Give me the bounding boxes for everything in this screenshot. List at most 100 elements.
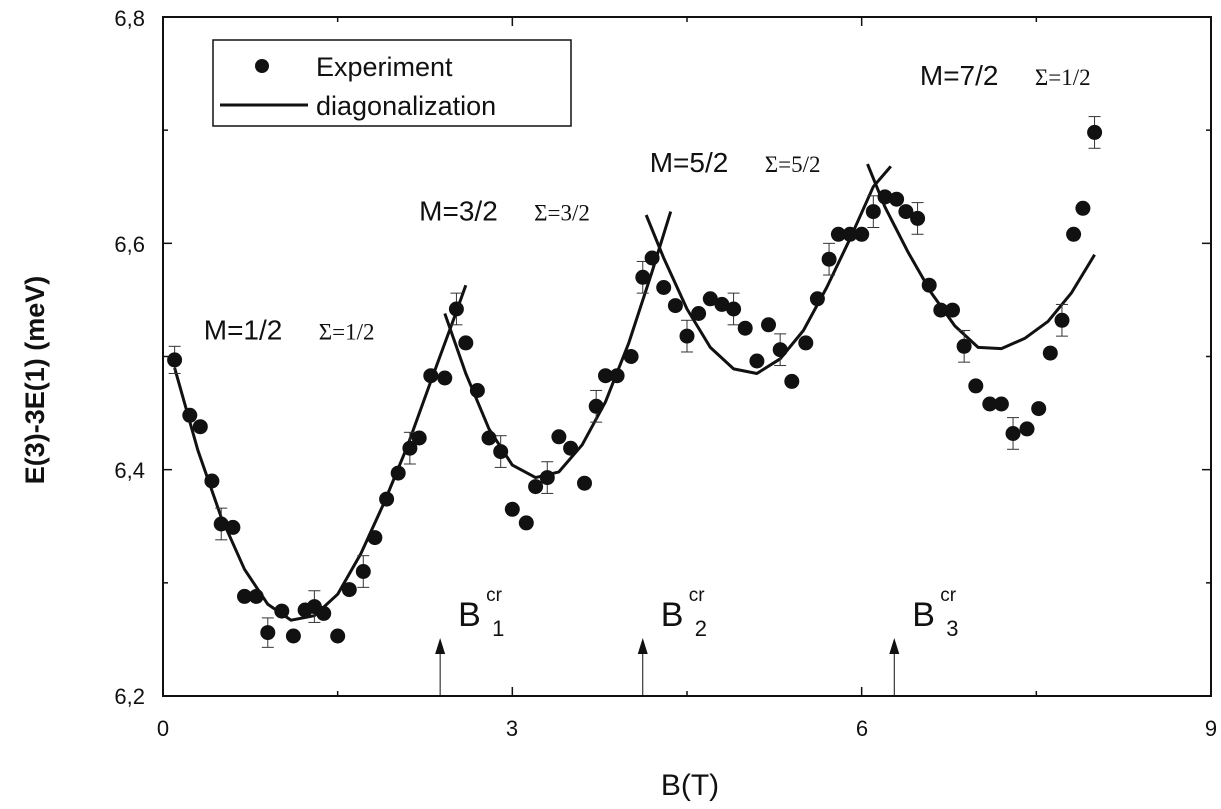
annotation-sigma-label: Σ=3/2 bbox=[534, 201, 590, 226]
axis-ticks bbox=[162, 16, 1212, 697]
data-point bbox=[1031, 401, 1047, 417]
legend: Experiment diagonalization bbox=[212, 39, 572, 127]
data-point bbox=[809, 291, 825, 307]
y-tick-label: 6,8 bbox=[114, 6, 145, 31]
region-annotations: M=1/2 Σ=1/2 M=3/2 Σ=3/2 M=5/2 Σ=5/2 M=7/… bbox=[204, 60, 1091, 346]
data-point bbox=[504, 501, 520, 517]
data-point bbox=[737, 320, 753, 336]
critical-field-superscript: cr bbox=[940, 585, 957, 606]
data-point bbox=[877, 189, 893, 205]
data-point bbox=[192, 419, 208, 435]
data-point bbox=[1042, 345, 1058, 361]
data-point bbox=[679, 328, 695, 344]
data-point bbox=[458, 335, 474, 351]
data-point bbox=[402, 440, 418, 456]
data-point bbox=[993, 396, 1009, 412]
data-point bbox=[968, 378, 984, 394]
data-point bbox=[167, 352, 183, 368]
data-point bbox=[411, 430, 427, 446]
data-point bbox=[726, 301, 742, 317]
data-point bbox=[933, 302, 949, 318]
y-tick-labels: 6,2 6,4 6,6 6,8 bbox=[114, 6, 145, 709]
annotation-m-label: M=5/2 bbox=[650, 147, 729, 178]
data-point bbox=[213, 516, 229, 532]
fit-line-segment bbox=[644, 165, 892, 375]
data-point bbox=[854, 226, 870, 242]
data-point bbox=[182, 407, 198, 423]
data-point bbox=[667, 298, 683, 314]
data-point bbox=[821, 251, 837, 267]
legend-label-diagonalization: diagonalization bbox=[316, 91, 496, 121]
critical-field-subscript: 2 bbox=[695, 616, 707, 641]
data-point bbox=[761, 317, 776, 333]
data-point bbox=[588, 398, 604, 414]
data-point bbox=[830, 226, 846, 242]
data-point bbox=[437, 370, 453, 386]
data-point bbox=[341, 582, 357, 598]
data-point bbox=[714, 296, 730, 312]
data-point bbox=[367, 530, 383, 546]
x-axis-label: B(T) bbox=[661, 769, 719, 802]
data-point bbox=[956, 338, 972, 354]
critical-field-label: B bbox=[661, 596, 684, 634]
data-point bbox=[330, 628, 346, 644]
x-tick-label: 0 bbox=[157, 716, 169, 741]
data-point bbox=[528, 479, 544, 495]
data-point bbox=[1066, 226, 1082, 242]
data-point bbox=[702, 291, 718, 307]
data-point bbox=[274, 603, 290, 619]
annotation-sigma-label: Σ=1/2 bbox=[1035, 65, 1091, 90]
data-point bbox=[469, 383, 485, 398]
data-point bbox=[285, 628, 301, 644]
data-point bbox=[910, 210, 926, 226]
data-point bbox=[423, 368, 439, 384]
data-point bbox=[493, 444, 509, 460]
data-point bbox=[379, 491, 395, 507]
data-point bbox=[390, 465, 406, 481]
data-point bbox=[563, 440, 579, 456]
critical-field-label: B bbox=[912, 596, 935, 634]
critical-field-label: B bbox=[458, 596, 481, 634]
data-point bbox=[225, 519, 241, 535]
data-point bbox=[644, 250, 660, 266]
y-tick-label: 6,2 bbox=[114, 684, 145, 709]
data-point bbox=[204, 473, 220, 489]
fit-line-segment bbox=[866, 163, 1096, 351]
data-point bbox=[481, 430, 497, 446]
data-point bbox=[982, 396, 998, 412]
critical-field-arrowhead bbox=[637, 638, 648, 654]
x-tick-labels: 0 3 6 9 bbox=[157, 716, 1217, 741]
annotation-m-label: M=7/2 bbox=[920, 60, 999, 91]
annotation-sigma-label: Σ=1/2 bbox=[319, 320, 375, 345]
data-point bbox=[316, 605, 332, 621]
data-point bbox=[898, 204, 914, 220]
experiment-points bbox=[167, 124, 1103, 644]
data-point bbox=[355, 564, 371, 579]
legend-box bbox=[212, 39, 572, 127]
data-point bbox=[1005, 426, 1021, 441]
x-tick-label: 6 bbox=[856, 716, 868, 741]
data-point bbox=[248, 588, 264, 604]
data-point bbox=[656, 280, 672, 295]
data-point bbox=[609, 368, 625, 384]
data-point bbox=[1075, 200, 1091, 216]
x-tick-label: 9 bbox=[1205, 716, 1217, 741]
annotation-m-label: M=1/2 bbox=[204, 315, 283, 346]
data-point bbox=[772, 342, 788, 358]
data-point bbox=[1087, 124, 1103, 140]
annotation-m-label: M=3/2 bbox=[419, 196, 498, 227]
data-point bbox=[921, 277, 937, 293]
x-tick-label: 3 bbox=[506, 716, 518, 741]
data-point bbox=[798, 335, 814, 351]
critical-field-subscript: 3 bbox=[946, 616, 958, 641]
data-point bbox=[260, 625, 276, 641]
legend-label-experiment: Experiment bbox=[316, 52, 453, 82]
critical-field-arrowhead bbox=[435, 638, 446, 654]
legend-marker-experiment bbox=[255, 59, 269, 73]
data-point bbox=[945, 302, 960, 318]
y-tick-label: 6,6 bbox=[114, 232, 145, 257]
fit-line-segment bbox=[443, 211, 673, 480]
annotation-sigma-label: Σ=5/2 bbox=[765, 152, 821, 177]
data-point bbox=[889, 191, 905, 207]
